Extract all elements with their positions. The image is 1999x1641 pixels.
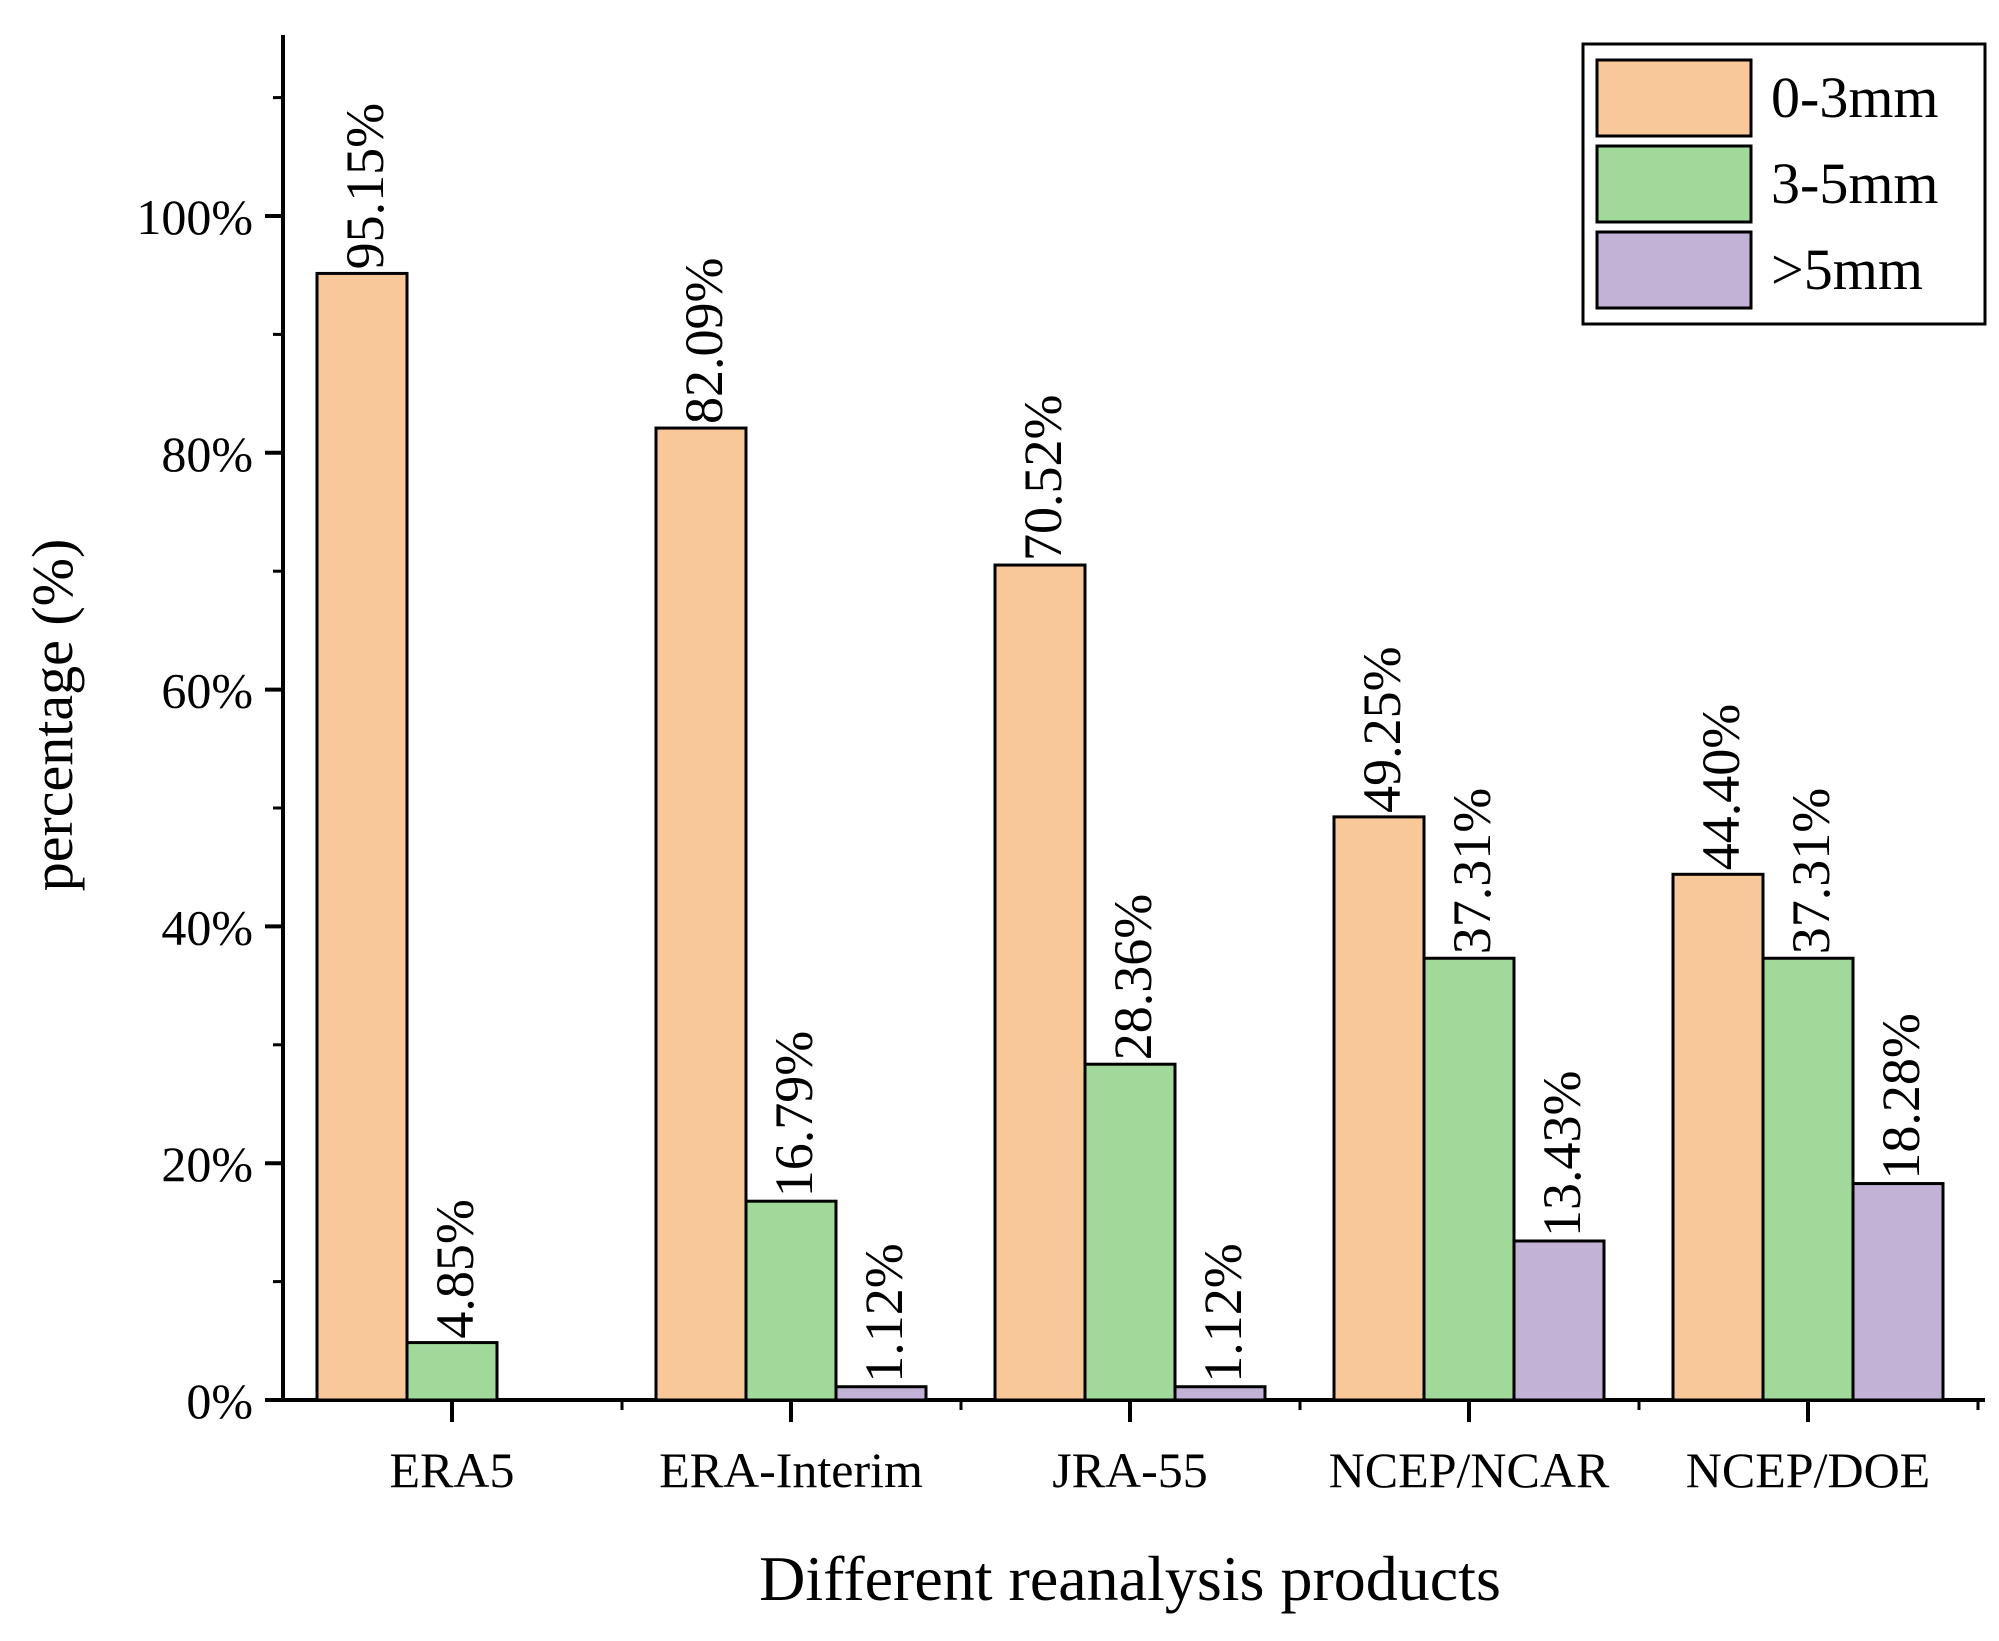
y-tick-label: 40% <box>161 899 253 955</box>
bar-0-3mm-era-interim <box>654 426 748 1402</box>
legend-label: >5mm <box>1771 237 1923 302</box>
legend-swatch <box>1595 144 1753 224</box>
y-tick-label: 0% <box>186 1373 253 1429</box>
bar-5mm-ncep-ncar <box>1512 1239 1606 1402</box>
bar-3-5mm-ncep-doe <box>1761 956 1855 1402</box>
legend-label: 0-3mm <box>1771 65 1939 130</box>
x-axis-title: Different reanalysis products <box>759 1543 1501 1614</box>
data-label: 95.15% <box>335 103 395 269</box>
data-label: 37.31% <box>1781 788 1841 954</box>
bar-5mm-era-interim <box>834 1385 928 1402</box>
data-label: 28.36% <box>1103 894 1163 1060</box>
data-label: 1.12% <box>854 1243 914 1382</box>
x-tick-label: ERA5 <box>390 1442 515 1498</box>
y-tick-label: 80% <box>161 426 253 482</box>
y-axis-title: percentage (%) <box>20 539 85 892</box>
data-label: 82.09% <box>674 258 734 424</box>
y-tick-label: 100% <box>136 189 253 245</box>
data-label: 1.12% <box>1193 1243 1253 1382</box>
bar-3-5mm-era-interim <box>744 1199 838 1402</box>
data-label: 13.43% <box>1532 1071 1592 1237</box>
data-label: 44.40% <box>1691 704 1751 870</box>
x-tick-label: JRA-55 <box>1052 1442 1208 1498</box>
data-label: 16.79% <box>764 1031 824 1197</box>
bar-0-3mm-ncep-doe <box>1671 872 1765 1402</box>
data-label: 70.52% <box>1013 395 1073 561</box>
bar-0-3mm-jra-55 <box>993 563 1087 1402</box>
bar-0-3mm-ncep-ncar <box>1332 815 1426 1402</box>
data-label: 4.85% <box>425 1199 485 1338</box>
x-tick-label: NCEP/DOE <box>1686 1442 1930 1498</box>
bar-5mm-ncep-doe <box>1851 1182 1945 1402</box>
bar-3-5mm-jra-55 <box>1083 1062 1177 1402</box>
data-label: 49.25% <box>1352 646 1412 812</box>
bar-3-5mm-ncep-ncar <box>1422 956 1516 1402</box>
bar-0-3mm-era5 <box>315 271 409 1402</box>
y-tick-label: 20% <box>161 1136 253 1192</box>
bar-3-5mm-era5 <box>405 1341 499 1402</box>
data-label: 37.31% <box>1442 788 1502 954</box>
legend-swatch <box>1595 58 1753 138</box>
y-tick-label: 60% <box>161 663 253 719</box>
x-tick-label: ERA-Interim <box>659 1442 923 1498</box>
data-label: 18.28% <box>1871 1013 1931 1179</box>
x-tick-label: NCEP/NCAR <box>1329 1442 1610 1498</box>
bar-5mm-jra-55 <box>1173 1385 1267 1402</box>
legend-label: 3-5mm <box>1771 151 1939 216</box>
legend-swatch <box>1595 230 1753 310</box>
